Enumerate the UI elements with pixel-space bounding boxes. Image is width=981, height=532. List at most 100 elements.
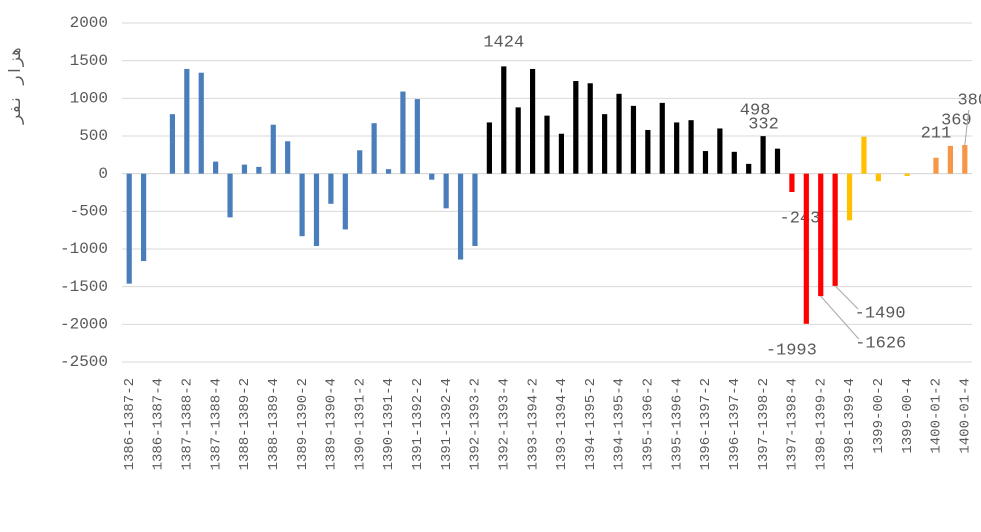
bar — [357, 150, 363, 174]
y-tick-label: -2500 — [60, 353, 108, 371]
bar — [429, 173, 435, 180]
bar — [558, 133, 565, 174]
bar — [515, 107, 521, 174]
bar — [414, 99, 420, 174]
x-tick-label: 1394-1395-2 — [583, 378, 599, 470]
bar — [400, 91, 406, 174]
x-tick-label: 1396-1397-4 — [727, 378, 743, 470]
y-tick-label: 1000 — [70, 90, 108, 108]
bar — [803, 173, 809, 324]
y-tick-label: -1000 — [60, 240, 108, 258]
bar — [198, 72, 204, 174]
bar — [501, 66, 507, 174]
bar — [630, 105, 637, 174]
bar — [746, 163, 752, 174]
x-tick-label: 1398-1399-2 — [813, 378, 829, 470]
bar — [645, 129, 651, 174]
data-label: 369 — [941, 111, 972, 130]
x-tick-label: 1387-1388-2 — [180, 378, 196, 470]
data-label: 211 — [921, 124, 952, 143]
bar — [846, 173, 853, 221]
leader-line — [964, 109, 970, 146]
x-tick-label: 1393-1394-4 — [554, 378, 570, 470]
x-tick-label: 1391-1392-4 — [439, 378, 455, 470]
bar — [299, 173, 305, 237]
y-tick-label: 1500 — [70, 52, 108, 70]
data-label: -1993 — [766, 341, 817, 360]
bar — [702, 151, 709, 174]
bar — [184, 68, 190, 174]
bar — [169, 114, 176, 174]
bar — [760, 136, 766, 174]
bar — [832, 173, 838, 286]
x-tick-label: 1397-1398-2 — [756, 378, 772, 470]
bar — [933, 157, 939, 174]
x-tick-label: 1400-01-4 — [957, 378, 973, 454]
bar — [529, 68, 536, 174]
data-label: 332 — [748, 115, 779, 134]
x-tick-label: 1395-1396-4 — [669, 378, 685, 470]
data-label: 498 — [740, 101, 771, 120]
bar — [270, 124, 276, 174]
x-tick-label: 1389-1390-4 — [324, 378, 340, 470]
bar — [126, 173, 132, 284]
x-tick-label: 1398-1399-4 — [842, 378, 858, 470]
bar — [241, 164, 248, 174]
y-tick-label: -2000 — [60, 316, 108, 334]
bar — [544, 115, 550, 174]
bar — [818, 173, 824, 297]
x-tick-label: 1394-1395-4 — [612, 378, 628, 470]
bar — [731, 151, 737, 174]
bar — [342, 173, 348, 230]
bar — [256, 166, 262, 174]
y-tick-label: 500 — [79, 127, 108, 145]
bar — [285, 141, 291, 174]
x-tick-label: 1392-1393-2 — [468, 378, 484, 470]
y-tick-label: -1500 — [60, 278, 108, 296]
x-tick-label: 1395-1396-2 — [641, 378, 657, 470]
bar — [947, 145, 953, 174]
bar — [573, 81, 579, 174]
bar — [659, 102, 665, 174]
bar — [371, 123, 377, 174]
data-label: -1490 — [855, 304, 906, 323]
bar — [313, 173, 320, 246]
bar — [875, 173, 881, 182]
bar — [213, 161, 219, 174]
x-tick-label: 1396-1397-2 — [698, 378, 714, 470]
x-tick-label: 1392-1393-4 — [496, 378, 512, 470]
bar — [717, 128, 723, 174]
x-tick-label: 1388-1389-4 — [266, 378, 282, 470]
data-label: -243 — [780, 209, 821, 228]
x-tick-label: 1390-1391-4 — [381, 378, 397, 470]
y-tick-label: -500 — [70, 203, 108, 221]
x-tick-label: 1386-1387-4 — [151, 378, 167, 470]
x-tick-label: 1390-1391-2 — [352, 378, 368, 470]
bar — [674, 122, 680, 174]
bar — [587, 83, 593, 174]
bar — [962, 145, 968, 174]
bar — [616, 93, 622, 174]
leader-line — [834, 285, 859, 310]
bar — [789, 173, 795, 192]
x-tick-label: 1399-00-2 — [871, 378, 887, 454]
bar — [457, 173, 464, 260]
data-label: 380 — [957, 91, 981, 110]
x-tick-label: 1391-1392-2 — [410, 378, 426, 470]
y-axis-label: هزار نفر — [7, 46, 25, 125]
bar — [472, 173, 478, 246]
bar — [602, 114, 608, 174]
x-tick-label: 1387-1388-4 — [208, 378, 224, 470]
x-tick-label: 1388-1389-2 — [237, 378, 253, 470]
x-tick-label: 1389-1390-2 — [295, 378, 311, 470]
bar — [861, 136, 867, 174]
data-label: -1626 — [855, 334, 906, 353]
bar — [688, 120, 694, 174]
x-tick-label: 1386-1387-2 — [122, 378, 138, 470]
bar — [227, 173, 233, 218]
bar — [486, 122, 492, 174]
x-tick-label: 1397-1398-4 — [785, 378, 801, 470]
leader-line — [820, 295, 860, 340]
bar — [385, 169, 392, 174]
